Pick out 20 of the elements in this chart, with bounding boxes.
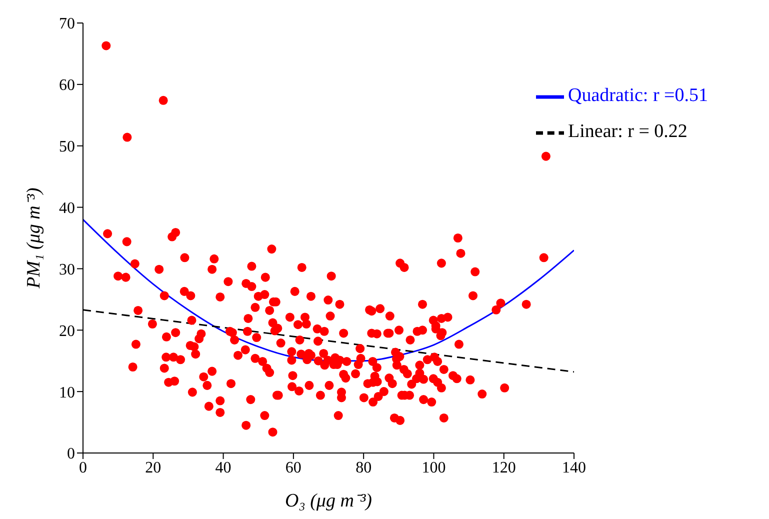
y-tick-label: 0 bbox=[67, 446, 75, 463]
y-tick-label: 10 bbox=[59, 384, 75, 402]
x-tick-label: 40 bbox=[215, 459, 232, 476]
y-tick-label: 20 bbox=[59, 322, 75, 340]
y-tick-label: 60 bbox=[59, 77, 75, 94]
x-tick-label: 20 bbox=[145, 459, 162, 476]
x-axis-title: O₃ (μg m⁻³) bbox=[285, 490, 372, 512]
y-tick-label: 40 bbox=[59, 200, 75, 217]
x-tick-label: 140 bbox=[562, 459, 586, 476]
y-tick-label: 50 bbox=[59, 138, 75, 156]
y-tick-label: 30 bbox=[59, 261, 75, 278]
legend-label: Linear: r = 0.22 bbox=[568, 121, 688, 142]
legend-label: Quadratic: r =0.51 bbox=[568, 85, 708, 106]
y-axis-title: PM₁ (μg m⁻³) bbox=[24, 188, 45, 290]
x-tick-label: 100 bbox=[422, 459, 446, 476]
x-tick-label: 120 bbox=[492, 459, 516, 476]
x-tick-label: 0 bbox=[79, 459, 87, 476]
x-tick-label: 80 bbox=[356, 459, 372, 476]
x-tick-label: 60 bbox=[285, 459, 302, 476]
y-tick-label: 70 bbox=[59, 16, 75, 33]
